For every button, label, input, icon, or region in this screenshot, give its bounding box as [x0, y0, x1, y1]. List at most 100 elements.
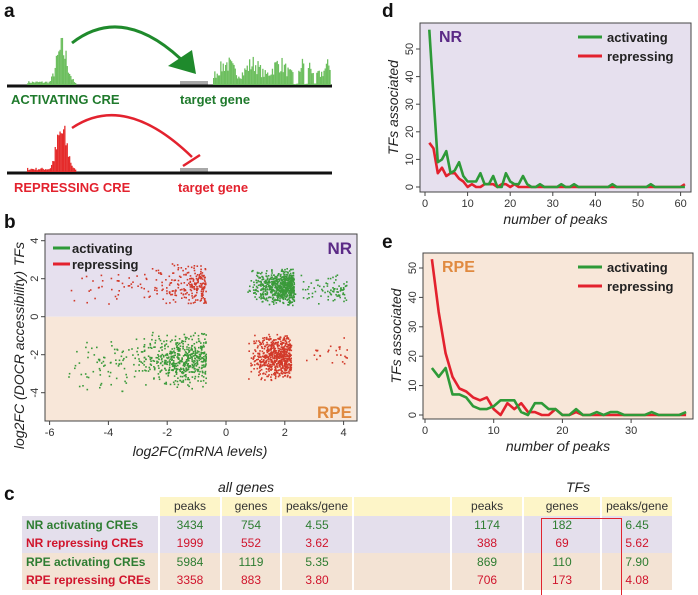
scatter-point-activating — [180, 360, 182, 363]
scatter-point-activating — [323, 285, 325, 288]
scatter-point-activating — [201, 371, 204, 374]
scatter-point-activating — [163, 363, 166, 365]
y-tick-label: 30 — [407, 321, 419, 333]
scatter-point-activating — [100, 362, 103, 364]
scatter-point-repressing — [154, 289, 156, 291]
scatter-point-activating — [99, 386, 101, 389]
table-cell: 552 — [222, 534, 280, 553]
target-gene-expression-peak — [229, 59, 232, 85]
scatter-point-activating — [330, 289, 332, 291]
scatter-point-activating — [180, 381, 183, 383]
scatter-point-activating — [264, 290, 267, 292]
scatter-point-activating — [264, 292, 267, 295]
scatter-point-repressing — [130, 283, 133, 285]
scatter-point-activating — [279, 299, 281, 302]
scatter-point-activating — [172, 361, 175, 364]
scatter-point-repressing — [182, 293, 185, 296]
scatter-point-activating — [287, 304, 289, 306]
scatter-point-activating — [165, 343, 168, 345]
scatter-point-repressing — [306, 359, 308, 362]
scatter-point-activating — [257, 284, 260, 287]
table-header-row: peaks genes peaks/gene peaks genes peaks… — [22, 497, 673, 516]
scatter-point-activating — [192, 350, 195, 353]
scatter-point-repressing — [194, 272, 196, 275]
scatter-point-activating — [293, 296, 295, 299]
scatter-point-activating — [286, 287, 288, 290]
scatter-point-activating — [293, 293, 296, 295]
scatter-point-activating — [272, 278, 274, 280]
scatter-point-repressing — [254, 334, 256, 337]
scatter-point-activating — [153, 366, 155, 368]
scatter-point-activating — [191, 363, 194, 366]
scatter-point-repressing — [288, 356, 290, 358]
scatter-point-repressing — [128, 285, 131, 287]
scatter-point-repressing — [197, 279, 199, 281]
scatter-point-repressing — [186, 272, 189, 274]
scatter-point-repressing — [285, 338, 288, 340]
scatter-point-repressing — [286, 348, 288, 351]
scatter-point-repressing — [169, 291, 171, 293]
scatter-point-activating — [289, 278, 291, 281]
scatter-point-repressing — [285, 341, 288, 344]
scatter-point-activating — [200, 351, 202, 354]
scatter-point-repressing — [101, 280, 104, 282]
scatter-point-repressing — [315, 349, 317, 352]
scatter-point-activating — [149, 363, 152, 365]
scatter-point-activating — [184, 362, 186, 365]
scatter-point-activating — [98, 359, 101, 362]
scatter-point-repressing — [175, 294, 178, 297]
x-tick-label: 20 — [556, 425, 568, 437]
scatter-point-activating — [255, 279, 257, 282]
scatter-point-repressing — [201, 286, 203, 288]
scatter-point-activating — [302, 297, 305, 299]
scatter-point-activating — [118, 359, 121, 362]
scatter-point-repressing — [147, 290, 150, 293]
scatter-point-repressing — [327, 350, 329, 353]
scatter-point-repressing — [267, 343, 269, 346]
scatter-point-activating — [256, 271, 259, 274]
scatter-point-activating — [273, 299, 275, 302]
scatter-point-repressing — [192, 280, 195, 282]
scatter-point-activating — [283, 275, 285, 277]
scatter-point-activating — [193, 371, 196, 374]
scatter-point-repressing — [200, 270, 202, 273]
scatter-point-repressing — [281, 366, 284, 369]
scatter-point-activating — [190, 347, 193, 349]
scatter-point-activating — [261, 283, 263, 286]
scatter-point-repressing — [269, 353, 272, 355]
scatter-point-repressing — [283, 351, 286, 353]
scatter-point-activating — [302, 288, 304, 291]
scatter-point-activating — [272, 301, 275, 303]
scatter-point-repressing — [254, 350, 257, 353]
scatter-point-activating — [170, 355, 172, 358]
scatter-point-activating — [183, 375, 186, 377]
activating-cre-peak — [52, 73, 54, 85]
scatter-point-repressing — [265, 364, 267, 367]
scatter-point-repressing — [157, 269, 160, 272]
activating-cre-peak — [39, 81, 41, 85]
scatter-point-repressing — [288, 364, 291, 366]
row-label: RPE repressing CREs — [22, 571, 158, 590]
scatter-point-repressing — [289, 344, 292, 346]
scatter-point-repressing — [269, 354, 272, 356]
scatter-point-repressing — [281, 348, 283, 351]
column-header — [354, 497, 451, 516]
scatter-point-repressing — [286, 359, 289, 362]
scatter-point-activating — [165, 372, 168, 375]
scatter-point-activating — [159, 339, 162, 342]
scatter-point-activating — [266, 288, 269, 290]
scatter-point-activating — [158, 335, 160, 338]
scatter-point-activating — [149, 344, 152, 346]
scatter-point-activating — [158, 358, 160, 361]
scatter-point-activating — [336, 288, 338, 290]
scatter-point-repressing — [204, 301, 206, 304]
scatter-point-activating — [115, 362, 118, 365]
scatter-point-repressing — [203, 277, 206, 279]
scatter-point-activating — [76, 350, 78, 353]
scatter-point-repressing — [269, 364, 271, 366]
scatter-point-activating — [201, 364, 203, 367]
scatter-point-repressing — [254, 342, 257, 344]
target-gene-expression-peak — [322, 76, 324, 85]
target-gene-expression-peak — [293, 84, 295, 85]
table-cell: 3434 — [160, 515, 220, 534]
